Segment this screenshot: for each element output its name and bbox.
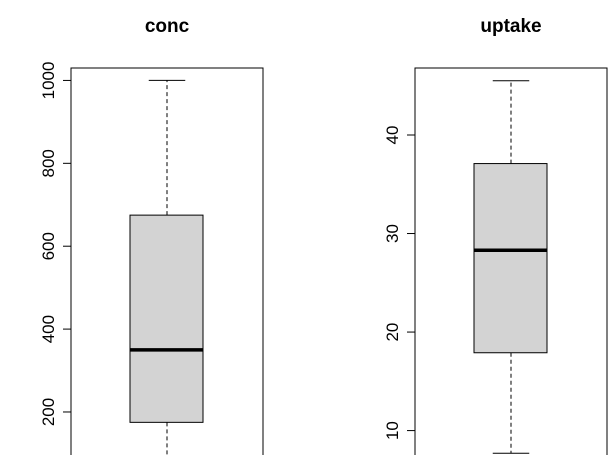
panel-conc: conc 200 400 600 800 1000 bbox=[39, 16, 264, 455]
plot-frame-conc bbox=[70, 67, 264, 455]
y-tick-label-conc-600: 600 bbox=[39, 232, 58, 260]
y-tick-label-conc-400: 400 bbox=[39, 315, 58, 343]
y-tick-label-uptake-30: 30 bbox=[383, 224, 402, 243]
y-tick-label-conc-200: 200 bbox=[39, 398, 58, 426]
y-tick-label-uptake-40: 40 bbox=[383, 126, 402, 145]
panel-uptake: uptake 10 20 30 40 bbox=[383, 16, 608, 455]
chart-title-uptake: uptake bbox=[480, 16, 541, 37]
plot-frame-uptake bbox=[414, 67, 608, 455]
box-conc bbox=[129, 214, 204, 423]
y-tick-label-conc-1000: 1000 bbox=[39, 62, 58, 100]
box-uptake bbox=[473, 163, 548, 354]
chart-title-conc: conc bbox=[145, 16, 190, 37]
y-tick-label-uptake-20: 20 bbox=[383, 323, 402, 342]
y-tick-label-uptake-10: 10 bbox=[383, 421, 402, 440]
y-tick-label-conc-800: 800 bbox=[39, 149, 58, 177]
